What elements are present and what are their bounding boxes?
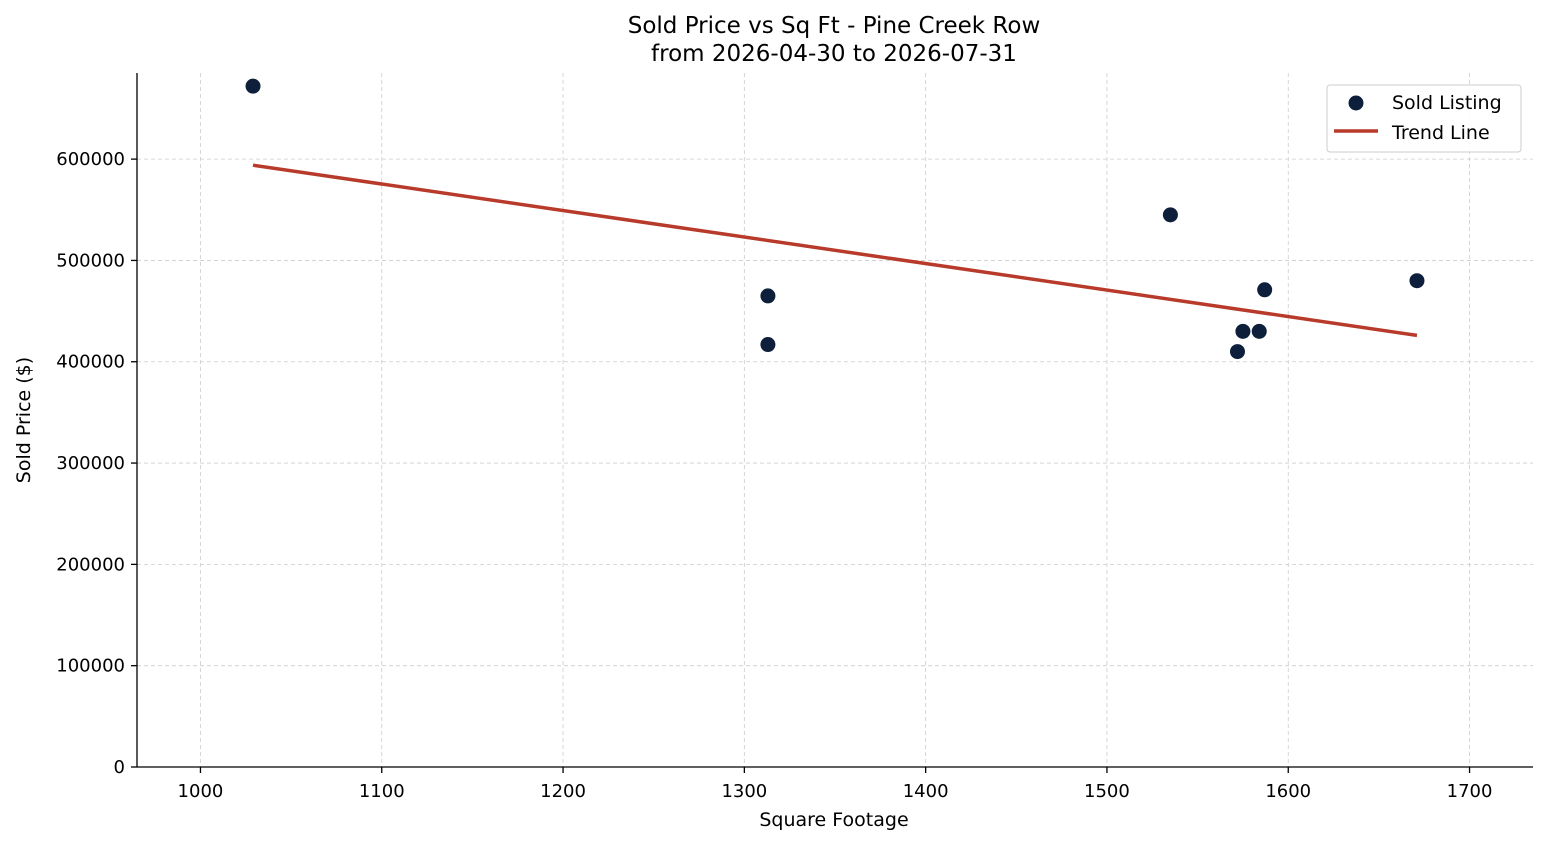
chart-subtitle: from 2026-04-30 to 2026-07-31: [651, 41, 1017, 67]
y-axis-label: Sold Price ($): [13, 357, 35, 483]
x-tick-label: 1100: [359, 781, 405, 802]
scatter-point: [1229, 344, 1245, 360]
legend-label-sold-listing: Sold Listing: [1392, 92, 1502, 114]
x-axis-label: Square Footage: [759, 809, 908, 831]
x-tick-label: 1000: [178, 781, 224, 802]
scatter-point: [1251, 323, 1267, 339]
legend: Sold Listing Trend Line: [1326, 84, 1522, 153]
scatter-point: [760, 337, 776, 353]
x-tick-label: 1300: [721, 781, 767, 802]
y-tick-label: 400000: [56, 352, 125, 373]
scatter-point: [1235, 323, 1251, 339]
x-tick-label: 1600: [1265, 781, 1311, 802]
series-layer: [245, 78, 1425, 360]
scatter-point: [1257, 282, 1273, 298]
axes-layer: 1000 1100 1200 1300 1400 1500 1600 1700 0 100000 2…: [56, 73, 1533, 802]
scatter-point: [245, 78, 261, 94]
legend-box: [1326, 84, 1522, 153]
x-tick-label: 1700: [1447, 781, 1493, 802]
legend-label-trend-line: Trend Line: [1391, 122, 1490, 144]
y-tick-label: 200000: [56, 554, 125, 575]
scatter-point: [1162, 207, 1178, 223]
x-tick-label: 1200: [540, 781, 586, 802]
scatter-point: [1409, 273, 1425, 289]
x-tick-label: 1500: [1084, 781, 1130, 802]
y-tick-label: 0: [114, 757, 125, 778]
scatter-point: [760, 288, 776, 304]
y-tick-label: 600000: [56, 149, 125, 170]
y-tick-label: 500000: [56, 250, 125, 271]
legend-marker-sold-listing: [1348, 95, 1364, 111]
trend-line: [252, 163, 1418, 338]
x-tick-label: 1400: [903, 781, 949, 802]
chart-title: Sold Price vs Sq Ft - Pine Creek Row: [628, 13, 1041, 39]
y-tick-label: 100000: [56, 656, 125, 677]
y-tick-label: 300000: [56, 453, 125, 474]
